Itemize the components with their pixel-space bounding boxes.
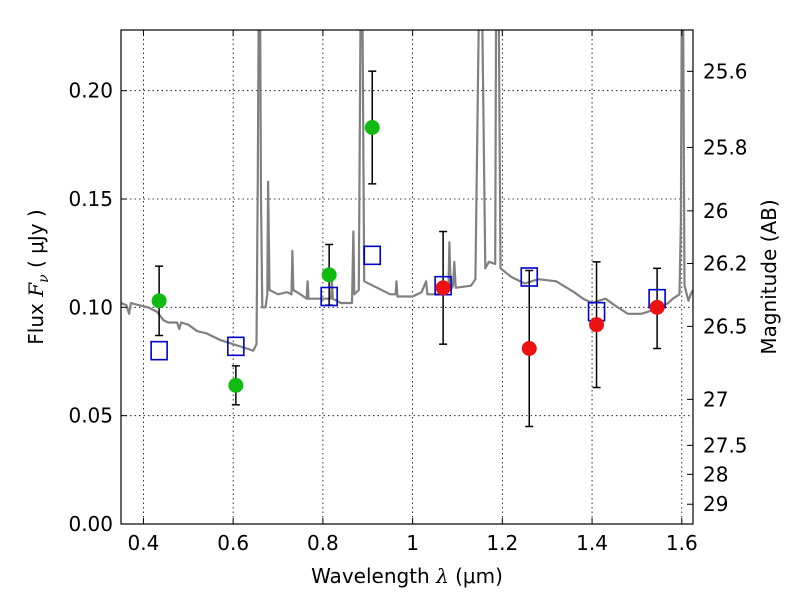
x-tick-label: 1.2 <box>486 531 518 555</box>
model-photometry-square <box>363 245 382 266</box>
y2-tick-label: 25.8 <box>703 135 748 159</box>
x-tick-label: 0.4 <box>128 531 160 555</box>
model-photometry-square <box>150 340 168 361</box>
red-data-point <box>435 280 451 296</box>
y2-tick-label: 25.6 <box>703 59 748 83</box>
red-data-point <box>649 299 665 315</box>
red-data-point <box>589 317 605 333</box>
x-tick-label: 1.6 <box>666 531 698 555</box>
red-data-point <box>521 341 537 356</box>
y-tick-label: 0.05 <box>68 404 113 428</box>
green-data-point <box>228 377 244 393</box>
plot-frame <box>120 29 694 525</box>
y2-tick-label: 27 <box>703 387 728 411</box>
y-tick-label: 0.20 <box>68 79 113 103</box>
grid-lines <box>121 30 693 524</box>
y2-axis-label: Magnitude (AB) <box>757 199 781 354</box>
x-axis-label: Wavelength λ (μm) <box>311 564 503 588</box>
y-axis-label: Flux Fν ( μJy ) <box>24 209 52 344</box>
green-data-point <box>321 267 337 283</box>
x-tick-label: 0.8 <box>307 531 339 555</box>
y2-tick-label: 28 <box>703 462 728 486</box>
model-photometry-square <box>320 286 338 307</box>
y2-tick-label: 26.5 <box>703 314 748 338</box>
y-tick-label: 0.00 <box>68 512 113 536</box>
green-data-point <box>151 293 167 309</box>
y2-tick-label: 26.2 <box>703 252 748 276</box>
x-tick-label: 0.6 <box>217 531 249 555</box>
model-spectrum <box>121 30 693 352</box>
y-tick-label: 0.10 <box>68 295 113 319</box>
y-tick-label: 0.15 <box>68 187 113 211</box>
x-tick-label: 1.4 <box>576 531 608 555</box>
y2-tick-label: 29 <box>703 492 728 516</box>
x-tick-label: 1 <box>406 531 419 555</box>
model-photometry-square <box>520 267 539 287</box>
model-spectrum-line <box>121 30 693 352</box>
y2-tick-label: 27.5 <box>703 433 748 457</box>
y2-tick-label: 26 <box>703 199 728 223</box>
data-markers <box>150 120 666 393</box>
green-data-point <box>364 120 380 135</box>
error-bars <box>155 70 662 428</box>
model-photometry-square <box>227 336 245 357</box>
axis-ticks: 0.4 0.6 0.8 1 1.2 1.4 1.6 0.00 0.05 0.10 0.15 0.20 2… <box>68 30 748 555</box>
